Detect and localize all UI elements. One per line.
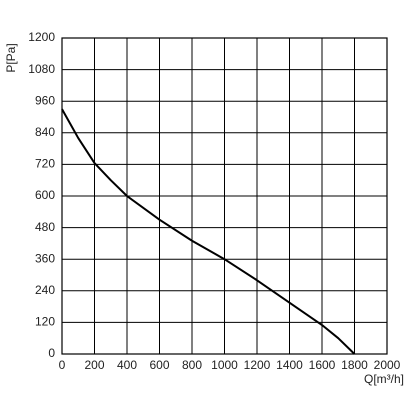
y-tick-label: 480 <box>35 220 55 234</box>
x-tick-label: 1800 <box>341 358 368 372</box>
y-tick-label: 720 <box>35 157 55 171</box>
y-tick-label: 1200 <box>28 30 55 44</box>
y-tick-label: 120 <box>35 315 55 329</box>
y-tick-label: 960 <box>35 93 55 107</box>
x-tick-label: 0 <box>59 358 66 372</box>
x-tick-label: 1200 <box>244 358 271 372</box>
curve-line <box>61 108 356 355</box>
y-tick-label: 240 <box>35 283 55 297</box>
x-tick-label: 400 <box>117 358 137 372</box>
y-tick-label: 840 <box>35 125 55 139</box>
y-axis-label: P[Pa] <box>4 43 18 72</box>
x-tick-label: 800 <box>182 358 202 372</box>
y-tick-label: 1080 <box>28 62 55 76</box>
x-tick-label: 200 <box>84 358 104 372</box>
y-tick-label: 600 <box>35 188 55 202</box>
y-tick-label: 0 <box>48 346 55 360</box>
x-tick-label: 600 <box>149 358 169 372</box>
x-tick-label: 1600 <box>309 358 336 372</box>
y-tick-label: 360 <box>35 251 55 265</box>
x-axis-label: Q[m³/h] <box>364 372 404 386</box>
x-tick-label: 1400 <box>276 358 303 372</box>
x-tick-label: 2000 <box>374 358 401 372</box>
x-tick-label: 1000 <box>211 358 238 372</box>
